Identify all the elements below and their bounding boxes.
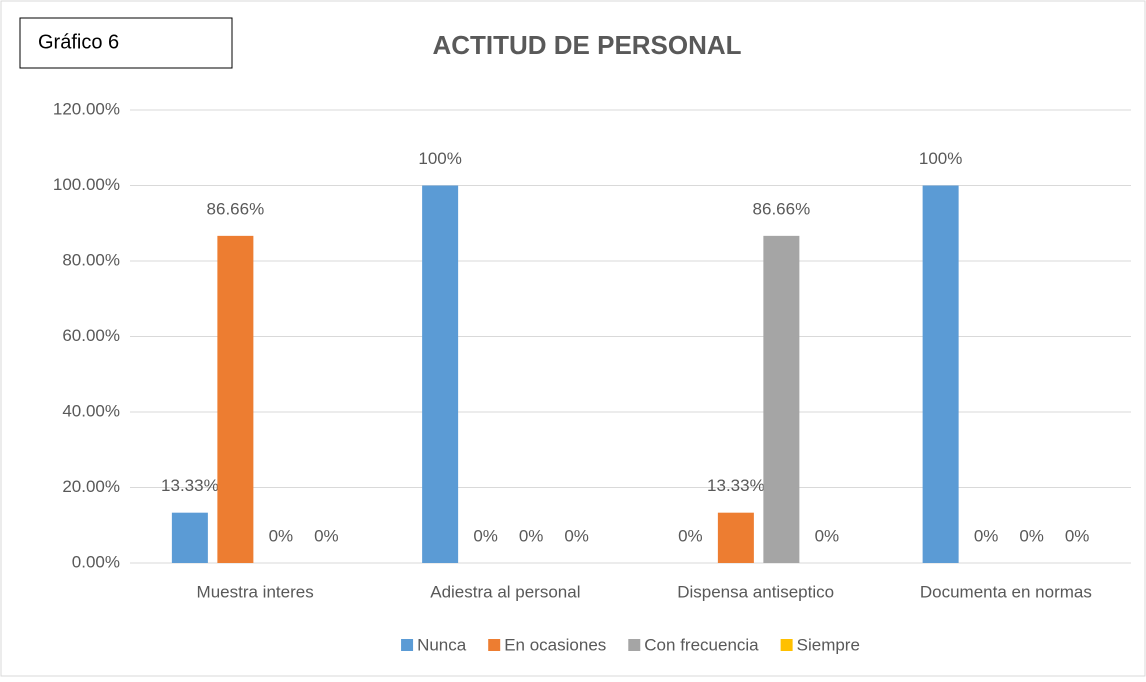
value-label: 13.33% xyxy=(161,476,219,495)
legend-swatch xyxy=(401,639,414,651)
x-tick-label: Adiestra al personal xyxy=(430,582,580,601)
value-label: 86.66% xyxy=(207,199,265,218)
y-tick-label: 80.00% xyxy=(62,250,120,269)
value-label: 86.66% xyxy=(753,199,811,218)
bar xyxy=(763,235,800,563)
y-tick-label: 60.00% xyxy=(62,326,120,345)
value-label: 0% xyxy=(815,526,840,545)
y-tick-label: 20.00% xyxy=(62,477,120,496)
x-tick-label: Documenta en normas xyxy=(920,582,1092,601)
legend-swatch xyxy=(780,639,793,651)
y-tick-label: 40.00% xyxy=(62,401,120,420)
bar xyxy=(217,235,254,563)
legend-label: Siempre xyxy=(797,635,860,654)
bar xyxy=(717,512,754,563)
y-tick-label: 100.00% xyxy=(53,175,120,194)
x-tick-label: Dispensa antiseptico xyxy=(677,582,834,601)
y-tick-label: 0.00% xyxy=(72,552,120,571)
legend-label: Nunca xyxy=(417,635,467,654)
value-label: 0% xyxy=(269,526,294,545)
legend-swatch xyxy=(628,639,641,651)
value-label: 0% xyxy=(1019,526,1044,545)
y-tick-label: 120.00% xyxy=(53,99,120,118)
value-label: 0% xyxy=(314,526,339,545)
x-tick-label: Muestra interes xyxy=(197,582,314,601)
legend-label: En ocasiones xyxy=(504,635,606,654)
value-label: 0% xyxy=(473,526,498,545)
legend-swatch xyxy=(488,639,501,651)
value-label: 13.33% xyxy=(707,476,765,495)
value-label: 0% xyxy=(974,526,999,545)
chart-title: ACTITUD DE PERSONAL xyxy=(432,30,741,60)
value-label: 0% xyxy=(678,526,703,545)
bar xyxy=(922,185,959,563)
value-label: 0% xyxy=(564,526,589,545)
value-label: 0% xyxy=(1065,526,1090,545)
value-label: 0% xyxy=(519,526,544,545)
annotation: Gráfico 6 xyxy=(38,31,119,53)
legend-label: Con frecuencia xyxy=(644,635,759,654)
value-label: 100% xyxy=(418,149,461,168)
bar xyxy=(422,185,459,563)
bar xyxy=(171,512,208,563)
annotation-box xyxy=(19,17,233,69)
value-label: 100% xyxy=(919,149,962,168)
